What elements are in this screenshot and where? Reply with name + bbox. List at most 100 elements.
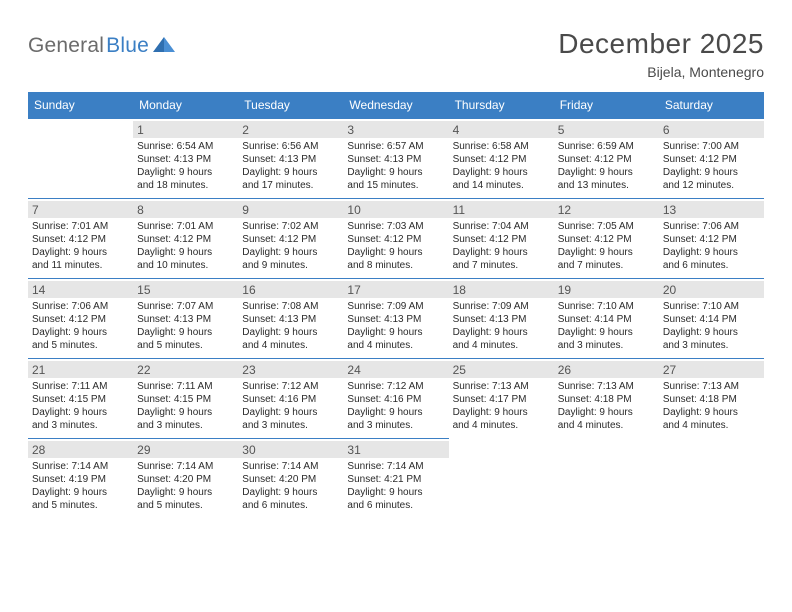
calendar-cell: 1Sunrise: 6:54 AMSunset: 4:13 PMDaylight… xyxy=(133,118,238,198)
daylight-line-2: and 4 minutes. xyxy=(347,339,444,352)
empty-cell xyxy=(28,118,133,196)
day-number: 28 xyxy=(28,441,133,458)
daylight-line-2: and 10 minutes. xyxy=(137,259,234,272)
day-number: 1 xyxy=(133,121,238,138)
day-info: Sunrise: 7:09 AMSunset: 4:13 PMDaylight:… xyxy=(451,300,550,352)
sunrise-line: Sunrise: 7:10 AM xyxy=(558,300,655,313)
calendar-cell: 10Sunrise: 7:03 AMSunset: 4:12 PMDayligh… xyxy=(343,198,448,278)
daylight-line-2: and 14 minutes. xyxy=(453,179,550,192)
day-cell: 26Sunrise: 7:13 AMSunset: 4:18 PMDayligh… xyxy=(554,358,659,438)
day-info: Sunrise: 7:14 AMSunset: 4:21 PMDaylight:… xyxy=(345,460,444,512)
daylight-line-2: and 12 minutes. xyxy=(663,179,760,192)
sunrise-line: Sunrise: 7:01 AM xyxy=(137,220,234,233)
day-number: 14 xyxy=(28,281,133,298)
calendar-cell: 9 Sunrise: 7:02 AMSunset: 4:12 PMDaylight… xyxy=(238,198,343,278)
daylight-line-1: Daylight: 9 hours xyxy=(453,326,550,339)
day-info: Sunrise: 6:59 AMSunset: 4:12 PMDaylight:… xyxy=(556,140,655,192)
daylight-line-2: and 5 minutes. xyxy=(137,499,234,512)
day-info: Sunrise: 7:11 AMSunset: 4:15 PMDaylight:… xyxy=(30,380,129,432)
calendar-cell: 11Sunrise: 7:04 AMSunset: 4:12 PMDayligh… xyxy=(449,198,554,278)
calendar-cell: 13 Sunrise: 7:06 AMSunset: 4:12 PMDayligh… xyxy=(659,198,764,278)
day-cell: 24Sunrise: 7:12 AMSunset: 4:16 PMDayligh… xyxy=(343,358,448,438)
day-cell: 17Sunrise: 7:09 AMSunset: 4:13 PMDayligh… xyxy=(343,278,448,358)
calendar-cell: 12Sunrise: 7:05 AMSunset: 4:12 PMDayligh… xyxy=(554,198,659,278)
daylight-line-2: and 8 minutes. xyxy=(347,259,444,272)
sunrise-line: Sunrise: 7:09 AM xyxy=(347,300,444,313)
day-cell: 18Sunrise: 7:09 AMSunset: 4:13 PMDayligh… xyxy=(449,278,554,358)
sunset-line: Sunset: 4:16 PM xyxy=(242,393,339,406)
calendar-cell: 16Sunrise: 7:08 AMSunset: 4:13 PMDayligh… xyxy=(238,278,343,358)
day-number: 5 xyxy=(554,121,659,138)
day-number: 9 xyxy=(238,201,343,218)
logo: GeneralBlue xyxy=(28,28,175,58)
day-info: Sunrise: 7:13 AMSunset: 4:18 PMDaylight:… xyxy=(661,380,760,432)
sunrise-line: Sunrise: 7:14 AM xyxy=(32,460,129,473)
daylight-line-1: Daylight: 9 hours xyxy=(347,246,444,259)
sunset-line: Sunset: 4:12 PM xyxy=(663,153,760,166)
day-header: Sunday xyxy=(28,92,133,118)
daylight-line-2: and 4 minutes. xyxy=(663,419,760,432)
daylight-line-2: and 4 minutes. xyxy=(453,339,550,352)
day-cell: 29Sunrise: 7:14 AMSunset: 4:20 PMDayligh… xyxy=(133,438,238,518)
day-info: Sunrise: 7:02 AMSunset: 4:12 PMDaylight:… xyxy=(240,220,339,272)
day-number: 13 xyxy=(659,201,764,218)
day-cell: 11Sunrise: 7:04 AMSunset: 4:12 PMDayligh… xyxy=(449,198,554,278)
calendar-cell: 3 Sunrise: 6:57 AMSunset: 4:13 PMDaylight… xyxy=(343,118,448,198)
sunset-line: Sunset: 4:14 PM xyxy=(558,313,655,326)
day-info: Sunrise: 7:06 AMSunset: 4:12 PMDaylight:… xyxy=(661,220,760,272)
day-info: Sunrise: 7:01 AMSunset: 4:12 PMDaylight:… xyxy=(30,220,129,272)
daylight-line-2: and 4 minutes. xyxy=(242,339,339,352)
daylight-line-2: and 3 minutes. xyxy=(558,339,655,352)
calendar-cell: 22Sunrise: 7:11 AMSunset: 4:15 PMDayligh… xyxy=(133,358,238,438)
day-header: Thursday xyxy=(449,92,554,118)
sunset-line: Sunset: 4:20 PM xyxy=(242,473,339,486)
calendar-cell: 26Sunrise: 7:13 AMSunset: 4:18 PMDayligh… xyxy=(554,358,659,438)
day-info: Sunrise: 7:14 AMSunset: 4:19 PMDaylight:… xyxy=(30,460,129,512)
day-number: 11 xyxy=(449,201,554,218)
daylight-line-1: Daylight: 9 hours xyxy=(137,326,234,339)
day-cell: 16Sunrise: 7:08 AMSunset: 4:13 PMDayligh… xyxy=(238,278,343,358)
day-number: 2 xyxy=(238,121,343,138)
day-cell: 1Sunrise: 6:54 AMSunset: 4:13 PMDaylight… xyxy=(133,118,238,198)
calendar-row: 7Sunrise: 7:01 AMSunset: 4:12 PMDaylight… xyxy=(28,198,764,278)
day-header: Wednesday xyxy=(343,92,448,118)
sunrise-line: Sunrise: 7:13 AM xyxy=(558,380,655,393)
day-info: Sunrise: 7:13 AMSunset: 4:18 PMDaylight:… xyxy=(556,380,655,432)
day-cell: 19Sunrise: 7:10 AMSunset: 4:14 PMDayligh… xyxy=(554,278,659,358)
sunset-line: Sunset: 4:21 PM xyxy=(347,473,444,486)
calendar-page: GeneralBlue December 2025 Bijela, Monten… xyxy=(0,0,792,518)
day-info: Sunrise: 6:57 AMSunset: 4:13 PMDaylight:… xyxy=(345,140,444,192)
day-cell: 4Sunrise: 6:58 AMSunset: 4:12 PMDaylight… xyxy=(449,118,554,198)
sunrise-line: Sunrise: 7:01 AM xyxy=(32,220,129,233)
logo-mark-icon xyxy=(153,35,175,58)
calendar-cell xyxy=(28,118,133,198)
sunrise-line: Sunrise: 6:57 AM xyxy=(347,140,444,153)
sunrise-line: Sunrise: 7:10 AM xyxy=(663,300,760,313)
daylight-line-1: Daylight: 9 hours xyxy=(453,166,550,179)
sunrise-line: Sunrise: 7:04 AM xyxy=(453,220,550,233)
sunrise-line: Sunrise: 6:59 AM xyxy=(558,140,655,153)
day-number: 3 xyxy=(343,121,448,138)
day-number: 25 xyxy=(449,361,554,378)
day-cell: 15Sunrise: 7:07 AMSunset: 4:13 PMDayligh… xyxy=(133,278,238,358)
daylight-line-1: Daylight: 9 hours xyxy=(242,486,339,499)
day-number: 8 xyxy=(133,201,238,218)
calendar-cell: 31Sunrise: 7:14 AMSunset: 4:21 PMDayligh… xyxy=(343,438,448,518)
daylight-line-1: Daylight: 9 hours xyxy=(347,326,444,339)
sunrise-line: Sunrise: 7:00 AM xyxy=(663,140,760,153)
day-info: Sunrise: 7:13 AMSunset: 4:17 PMDaylight:… xyxy=(451,380,550,432)
day-cell: 27Sunrise: 7:13 AMSunset: 4:18 PMDayligh… xyxy=(659,358,764,438)
calendar-cell: 4Sunrise: 6:58 AMSunset: 4:12 PMDaylight… xyxy=(449,118,554,198)
sunrise-line: Sunrise: 7:13 AM xyxy=(453,380,550,393)
day-info: Sunrise: 7:12 AMSunset: 4:16 PMDaylight:… xyxy=(345,380,444,432)
sunset-line: Sunset: 4:13 PM xyxy=(242,153,339,166)
day-info: Sunrise: 7:06 AMSunset: 4:12 PMDaylight:… xyxy=(30,300,129,352)
day-cell: 25 Sunrise: 7:13 AMSunset: 4:17 PMDayligh… xyxy=(449,358,554,438)
sunset-line: Sunset: 4:12 PM xyxy=(663,233,760,246)
logo-text-general: General xyxy=(28,34,104,58)
day-info: Sunrise: 7:01 AMSunset: 4:12 PMDaylight:… xyxy=(135,220,234,272)
day-info: Sunrise: 7:10 AMSunset: 4:14 PMDaylight:… xyxy=(556,300,655,352)
calendar-body: 1Sunrise: 6:54 AMSunset: 4:13 PMDaylight… xyxy=(28,118,764,518)
day-cell: 14 Sunrise: 7:06 AMSunset: 4:12 PMDayligh… xyxy=(28,278,133,358)
day-cell: 22Sunrise: 7:11 AMSunset: 4:15 PMDayligh… xyxy=(133,358,238,438)
